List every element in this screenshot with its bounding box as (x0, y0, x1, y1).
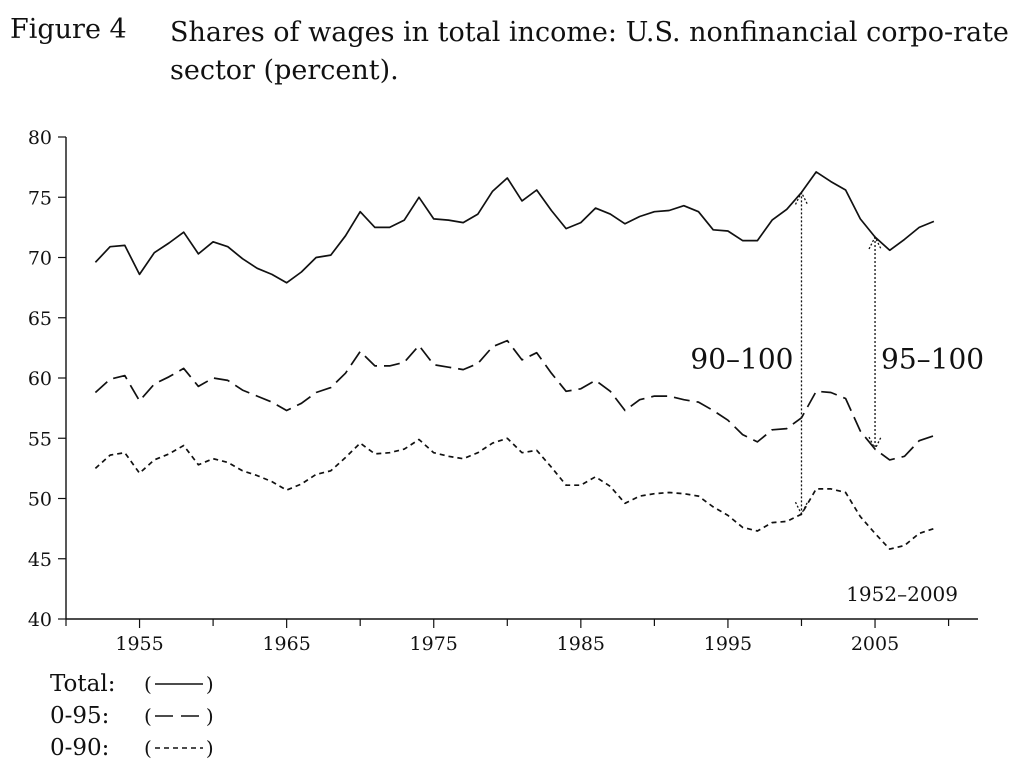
figure-caption: Figure 4 Shares of wages in total income… (10, 14, 1010, 94)
figure-title: Shares of wages in total income: U.S. no… (170, 17, 1009, 86)
legend-label: Total: (50, 671, 116, 697)
legend-item-total: Total: () (50, 668, 214, 700)
y-tick-label: 75 (28, 187, 52, 209)
legend-sample-solid: () (144, 672, 214, 696)
x-tick-label: 2005 (851, 633, 899, 655)
legend-item-0-90: 0-90: () (50, 732, 214, 764)
y-tick-label: 40 (28, 609, 52, 631)
chart-annotations: 90–100 95–100 1952–2009 (690, 190, 984, 606)
y-tick-label: 65 (28, 308, 52, 330)
legend-label: 0-95: (50, 703, 110, 729)
legend-label: 0-90: (50, 735, 110, 761)
legend-item-0-95: 0-95: () (50, 700, 214, 732)
series-line-total (94, 171, 935, 284)
x-tick-label: 1985 (557, 633, 605, 655)
figure-label: Figure 4 (10, 14, 127, 45)
y-tick-label: 70 (28, 248, 52, 270)
x-tick-label: 1955 (115, 633, 163, 655)
y-tick-label: 55 (28, 428, 52, 450)
x-tick-label: 1965 (262, 633, 310, 655)
arrow-head (868, 436, 882, 451)
legend: Total: () 0-95: () 0-90: () (50, 668, 214, 764)
arrow-head (868, 235, 882, 250)
y-tick-label: 50 (28, 489, 52, 511)
annotation-label: 95–100 (881, 342, 984, 375)
annotation-label: 90–100 (690, 342, 793, 375)
arrow-head (794, 190, 809, 205)
legend-sample-dotted: () (144, 736, 214, 760)
x-tick-label: 1995 (704, 633, 752, 655)
y-tick-label: 45 (28, 549, 52, 571)
period-note: 1952–2009 (846, 582, 958, 606)
y-tick-label: 80 (28, 127, 52, 149)
legend-sample-dashed: () (144, 704, 214, 728)
y-tick-label: 60 (28, 368, 52, 390)
chart-series (94, 171, 935, 550)
arrow-head (794, 501, 809, 516)
x-tick-label: 1975 (410, 633, 458, 655)
series-line-0-95 (94, 339, 935, 461)
chart-axes: 40 45 50 55 60 65 70 75 80 1955 1965 1975 1985 1995 20… (28, 127, 978, 655)
series-line-0-90 (94, 437, 935, 550)
